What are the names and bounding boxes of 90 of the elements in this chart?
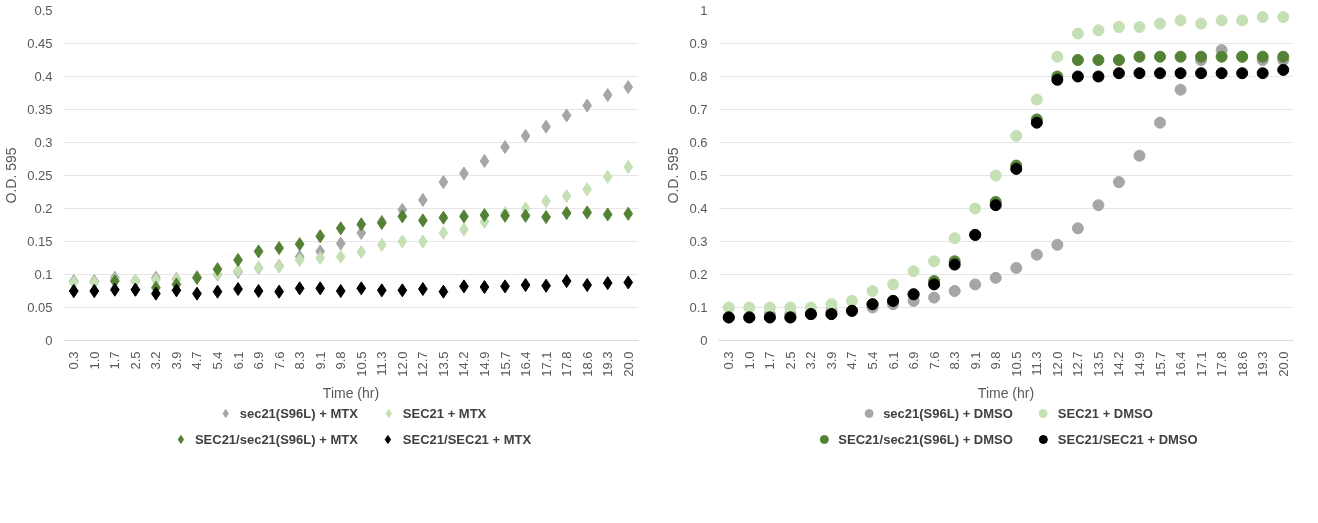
y-tick-label: 0.3 — [689, 234, 708, 249]
x-tick-label: 12.7 — [1070, 351, 1086, 377]
y-tick-label: 0.7 — [689, 102, 708, 117]
x-axis-title: Time (hr) — [322, 384, 380, 401]
x-tick-label: 16.4 — [518, 351, 534, 377]
y-tick-label: 0.1 — [34, 267, 53, 282]
x-tick-label: 14.2 — [456, 351, 472, 377]
y-tick-label: 0.2 — [34, 201, 53, 216]
x-tick-label: 5.4 — [865, 351, 881, 370]
x-tick-label: 17.1 — [1193, 351, 1209, 377]
x-tick-label: 17.8 — [559, 351, 575, 377]
legend-label: sec21(S96L) + DMSO — [883, 405, 1013, 421]
x-tick-label: 2.5 — [127, 351, 143, 370]
x-tick-label: 6.1 — [885, 351, 901, 370]
x-tick-label: 2.5 — [782, 351, 798, 370]
x-tick-label: 0.3 — [66, 351, 82, 370]
x-tick-label: 18.6 — [1234, 351, 1250, 377]
y-tick-label: 0.1 — [689, 300, 708, 315]
legend-label: SEC21/sec21(S96L) + MTX — [194, 431, 358, 447]
y-tick-label: 0.05 — [27, 300, 53, 315]
x-tick-label: 1.0 — [741, 351, 757, 370]
x-tick-label: 9.1 — [312, 351, 328, 370]
x-tick-label: 9.8 — [988, 351, 1004, 370]
x-tick-label: 19.3 — [600, 351, 616, 377]
x-tick-label: 14.9 — [1131, 351, 1147, 377]
x-tick-label: 6.1 — [230, 351, 246, 370]
x-tick-label: 3.2 — [803, 351, 819, 370]
x-tick-label: 5.4 — [210, 351, 226, 370]
x-tick-label: 6.9 — [906, 351, 922, 370]
x-tick-label: 10.5 — [353, 351, 369, 377]
x-tick-label: 16.4 — [1173, 351, 1189, 377]
y-tick-label: 0.6 — [689, 135, 708, 150]
x-tick-label: 3.9 — [168, 351, 184, 370]
y-tick-label: 0.9 — [689, 36, 708, 51]
y-tick-label: 0.4 — [689, 201, 708, 216]
x-tick-label: 1.7 — [762, 351, 778, 370]
x-tick-label: 20.0 — [1275, 351, 1291, 377]
y-tick-label: 0.35 — [27, 102, 53, 117]
x-tick-label: 1.0 — [86, 351, 102, 370]
x-tick-label: 20.0 — [620, 351, 636, 377]
x-tick-label: 19.3 — [1255, 351, 1271, 377]
y-tick-label: 0.25 — [27, 168, 53, 183]
y-tick-label: 0.8 — [689, 69, 708, 84]
x-tick-label: 9.8 — [333, 351, 349, 370]
x-tick-label: 0.3 — [721, 351, 737, 370]
x-tick-label: 4.7 — [189, 351, 205, 370]
x-tick-label: 7.6 — [926, 351, 942, 370]
x-tick-label: 8.3 — [947, 351, 963, 370]
y-tick-label: 0.5 — [689, 168, 708, 183]
x-tick-label: 6.9 — [251, 351, 267, 370]
y-tick-label: 0 — [45, 333, 53, 348]
x-tick-label: 17.1 — [538, 351, 554, 377]
y-tick-label: 0.45 — [27, 36, 53, 51]
legend-label: SEC21/sec21(S96L) + DMSO — [838, 431, 1013, 447]
legend-label: SEC21 + DMSO — [1057, 405, 1153, 421]
x-tick-label: 15.7 — [1152, 351, 1168, 377]
y-axis-title: O.D. 595 — [665, 147, 682, 204]
y-tick-label: 0.4 — [34, 69, 53, 84]
x-tick-label: 7.6 — [271, 351, 287, 370]
x-tick-label: 3.2 — [148, 351, 164, 370]
x-tick-label: 13.5 — [435, 351, 451, 377]
x-tick-label: 14.2 — [1111, 351, 1127, 377]
x-tick-label: 10.5 — [1008, 351, 1024, 377]
x-tick-label: 8.3 — [292, 351, 308, 370]
y-tick-label: 0.2 — [689, 267, 708, 282]
x-tick-label: 1.7 — [107, 351, 123, 370]
x-tick-label: 11.3 — [374, 351, 390, 376]
x-tick-label: 12.7 — [415, 351, 431, 377]
y-tick-label: 1 — [700, 3, 708, 18]
y-axis-title: O.D. 595 — [3, 147, 20, 204]
x-tick-label: 12.0 — [1049, 351, 1065, 377]
legend-label: SEC21/SEC21 + DMSO — [1057, 431, 1198, 447]
x-tick-label: 12.0 — [394, 351, 410, 377]
x-tick-label: 17.8 — [1214, 351, 1230, 377]
legend-label: sec21(S96L) + MTX — [239, 405, 358, 421]
x-tick-label: 3.9 — [823, 351, 839, 370]
x-tick-label: 4.7 — [844, 351, 860, 370]
x-axis-title: Time (hr) — [977, 384, 1035, 401]
y-tick-label: 0 — [700, 333, 708, 348]
x-tick-label: 15.7 — [497, 351, 513, 377]
y-tick-label: 0.15 — [27, 234, 53, 249]
x-tick-label: 14.9 — [476, 351, 492, 377]
x-tick-label: 18.6 — [579, 351, 595, 377]
y-tick-label: 0.3 — [34, 135, 53, 150]
legend-label: SEC21/SEC21 + MTX — [402, 431, 532, 447]
x-tick-label: 9.1 — [967, 351, 983, 370]
x-tick-label: 11.3 — [1029, 351, 1045, 376]
y-tick-label: 0.5 — [34, 3, 53, 18]
legend-label: SEC21 + MTX — [402, 405, 487, 421]
x-tick-label: 13.5 — [1090, 351, 1106, 377]
